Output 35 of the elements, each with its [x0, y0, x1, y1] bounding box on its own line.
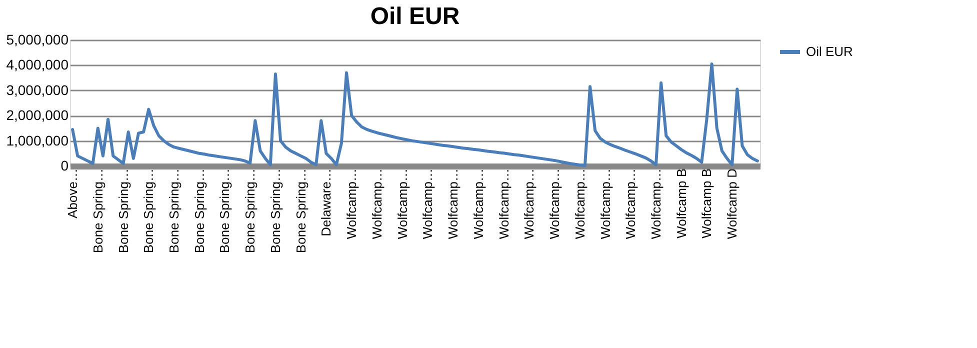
y-tick-label: 4,000,000	[6, 56, 69, 73]
x-tick-label: Bone Spring…	[192, 168, 207, 254]
x-tick-label: Bone Spring…	[116, 168, 131, 254]
x-tick-label: Bone Spring…	[166, 168, 182, 254]
x-tick-label: Bone Spring…	[141, 168, 156, 254]
x-tick-label: Delaware…	[318, 168, 334, 236]
x-tick-label: Wolfcamp B	[674, 168, 689, 238]
x-tick-label: Wolfcamp…	[648, 168, 664, 240]
x-tick-label: Wolfcamp…	[623, 168, 638, 240]
x-tick-label: Wolfcamp…	[420, 168, 436, 240]
x-tick-label: Wolfcamp…	[470, 168, 486, 240]
y-tick-label: 0	[60, 158, 69, 174]
x-tick-label: Wolfcamp…	[547, 168, 562, 240]
x-tick-label: Bone Spring…	[268, 168, 283, 254]
x-tick-label: Wolfcamp…	[572, 168, 588, 240]
x-tick-label: Wolfcamp…	[522, 168, 537, 240]
x-tick-label: Wolfcamp…	[598, 168, 613, 240]
y-tick-label: 1,000,000	[6, 132, 69, 148]
x-tick-label: Wolfcamp…	[344, 168, 360, 240]
x-tick-label: Bone Spring…	[293, 168, 308, 254]
chart-title: Oil EUR	[370, 3, 460, 30]
line-series	[71, 62, 759, 167]
x-tick-label: Wolfcamp…	[394, 168, 410, 240]
x-tick-label: Bone Spring…	[217, 168, 232, 254]
x-tick-label: Bone Spring…	[242, 168, 258, 254]
x-tick-label: Bone Spring…	[90, 168, 106, 254]
x-tick-label: Wolfcamp…	[369, 168, 384, 240]
x-tick-label: Wolfcamp D	[724, 168, 740, 240]
y-tick-label: 5,000,000	[6, 32, 69, 48]
y-tick-label: 3,000,000	[6, 82, 69, 98]
x-tick-label: Wolfcamp B	[699, 168, 714, 238]
y-tick-label: 2,000,000	[6, 107, 69, 124]
x-tick-label: Wolfcamp…	[446, 168, 461, 240]
legend-label: Oil EUR	[806, 44, 853, 59]
x-tick-label: Wolfcamp…	[496, 168, 512, 240]
